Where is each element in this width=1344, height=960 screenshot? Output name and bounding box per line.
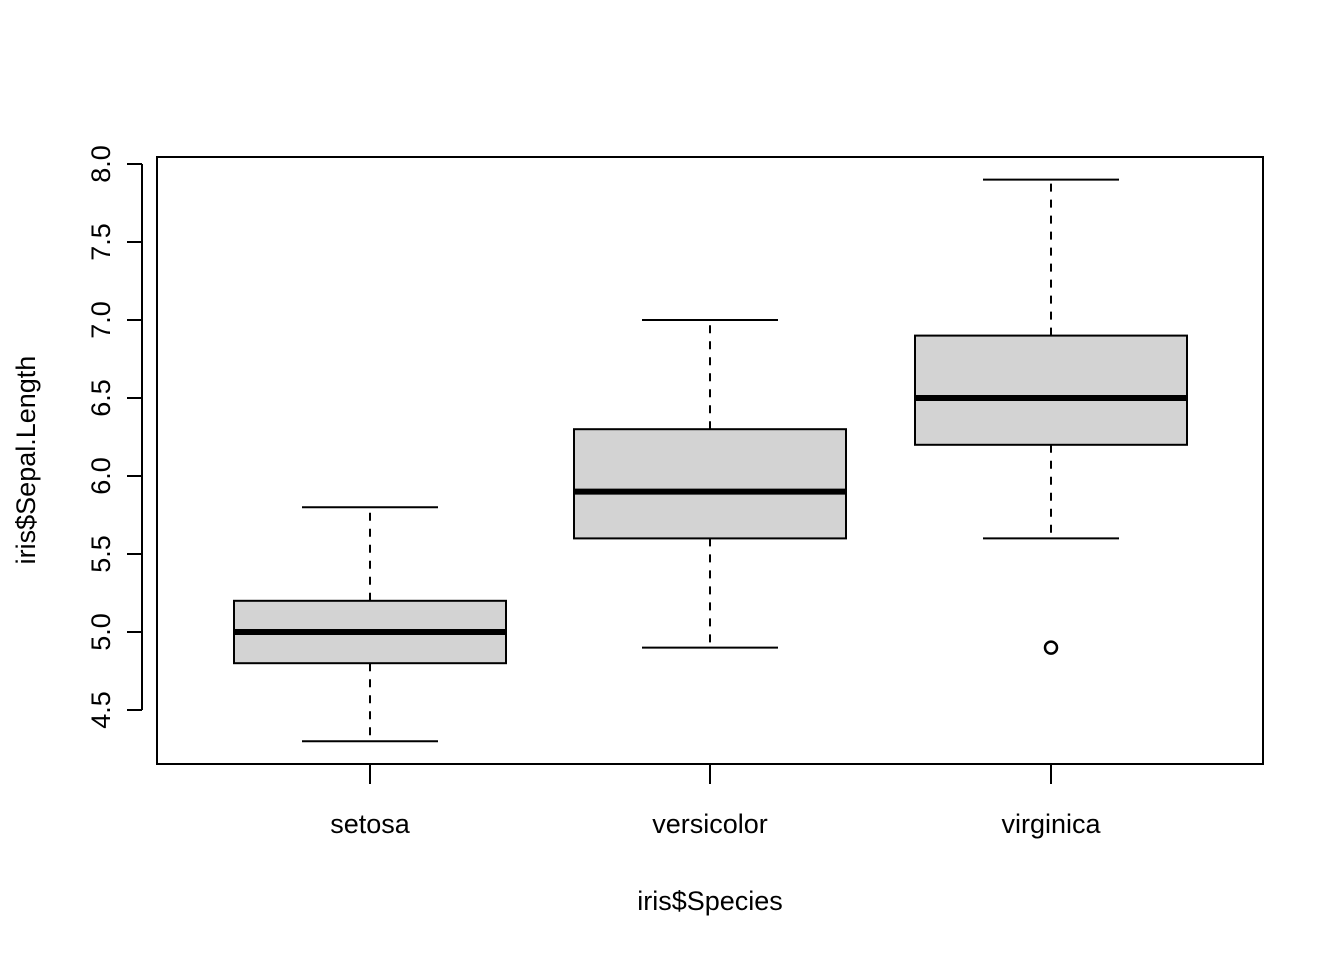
- x-axis-title: iris$Species: [637, 886, 783, 916]
- outlier-point: [1043, 640, 1059, 655]
- iqr-box: [914, 334, 1188, 446]
- box-setosa: [233, 506, 507, 743]
- y-axis: 4.5 5.0 5.5 6.0 6.5 7.0 7.5 8.0: [86, 145, 143, 729]
- y-tick-label: 7.0: [86, 301, 116, 339]
- box-group: [233, 178, 1188, 743]
- iqr-box: [573, 428, 847, 540]
- y-tick-label: 8.0: [86, 145, 116, 183]
- y-tick-label: 7.5: [86, 223, 116, 261]
- y-tick-label: 6.5: [86, 379, 116, 417]
- x-tick-label: virginica: [1001, 809, 1101, 839]
- box-versicolor: [573, 319, 847, 649]
- y-axis-title: iris$Sepal.Length: [11, 356, 41, 565]
- x-tick-label: setosa: [330, 809, 411, 839]
- y-tick-label: 5.5: [86, 535, 116, 573]
- box-virginica: [914, 178, 1188, 655]
- y-tick-label: 5.0: [86, 613, 116, 651]
- x-tick-label: versicolor: [652, 809, 768, 839]
- y-tick-label: 4.5: [86, 691, 116, 729]
- x-axis: setosa versicolor virginica: [330, 764, 1101, 839]
- y-tick-label: 6.0: [86, 457, 116, 495]
